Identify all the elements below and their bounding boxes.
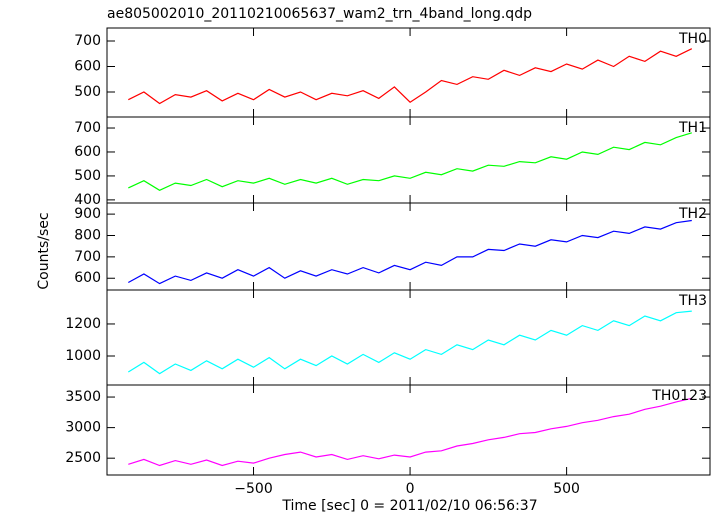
y-tick-label: 700	[74, 33, 101, 49]
series-line	[128, 132, 692, 191]
y-tick-label: 3500	[65, 389, 101, 405]
legend-label: TH2	[678, 206, 707, 222]
y-tick-label: 1000	[65, 348, 101, 364]
plot-frame	[106, 116, 711, 204]
chart-title: ae805002010_20110210065637_wam2_trn_4ban…	[107, 6, 532, 22]
legend-label: TH0123	[651, 388, 707, 404]
y-tick-label: 900	[74, 206, 101, 222]
y-tick-label: 700	[74, 249, 101, 265]
y-tick-label: 500	[74, 84, 101, 100]
y-tick-label: 800	[74, 227, 101, 243]
series-line	[128, 219, 692, 285]
plot-frame	[106, 27, 711, 118]
legend-label: TH3	[678, 293, 707, 309]
y-tick-label: 500	[74, 168, 101, 184]
x-tick-label: 0	[406, 481, 415, 497]
x-tick-label: 500	[553, 481, 580, 497]
y-tick-label: 3000	[65, 420, 101, 436]
y-axis-label: Counts/sec	[36, 212, 52, 289]
y-tick-label: 1200	[65, 316, 101, 332]
legend-label: TH1	[678, 120, 707, 136]
y-tick-label: 700	[74, 120, 101, 136]
x-tick-label: −500	[234, 481, 272, 497]
y-tick-label: 2500	[65, 450, 101, 466]
plot-frame	[106, 289, 711, 386]
x-axis-label: Time [sec] 0 = 2011/02/10 06:56:37	[281, 498, 537, 514]
legend-label: TH0	[678, 31, 707, 47]
y-tick-label: 600	[74, 144, 101, 160]
y-tick-label: 400	[74, 192, 101, 208]
y-tick-label: 600	[74, 270, 101, 286]
series-line	[128, 48, 693, 105]
y-tick-label: 600	[74, 59, 101, 75]
plot-frame	[106, 384, 711, 476]
series-line	[128, 397, 692, 467]
series-line	[127, 310, 692, 375]
